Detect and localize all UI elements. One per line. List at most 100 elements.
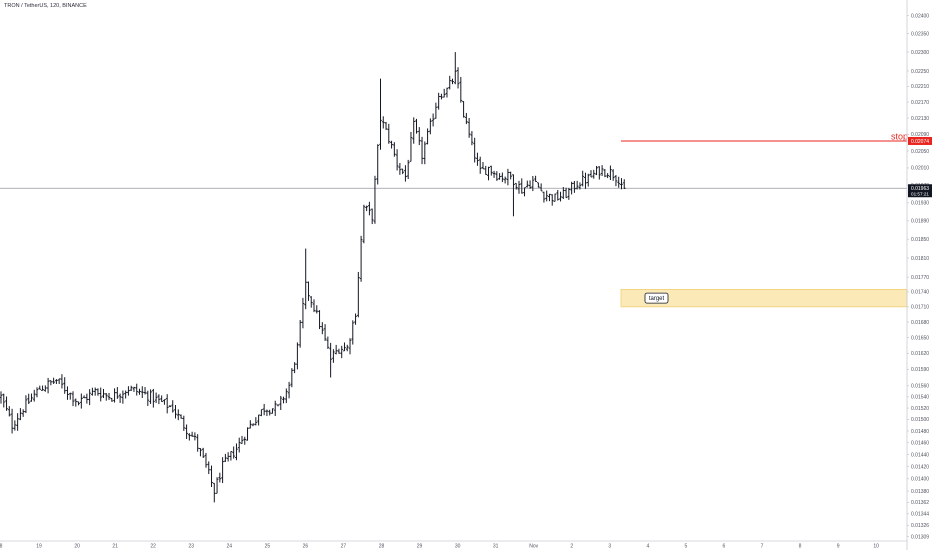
ohlc-bar (259, 409, 263, 417)
time-tick-label: 8 (0, 544, 3, 550)
ohlc-bar (420, 136, 424, 165)
price-tick-label: 0.01420 (911, 464, 929, 470)
price-tick-label: 0.01500 (911, 417, 929, 423)
price-tick-label: 0.02010 (911, 166, 929, 172)
ohlc-bars-group (0, 52, 626, 503)
ohlc-bar (401, 168, 405, 175)
ohlc-bar (409, 131, 413, 162)
ohlc-bar (282, 396, 285, 404)
ohlc-bar (459, 76, 463, 103)
ohlc-bar (196, 434, 200, 452)
ohlc-bar (74, 398, 78, 407)
ohlc-bar (307, 281, 310, 301)
ohlc-bar (448, 75, 452, 90)
ohlc-bar (212, 482, 216, 503)
ohlc-bar (276, 404, 280, 407)
ohlc-bar (337, 348, 341, 354)
ohlc-bar (91, 387, 94, 396)
ohlc-bar (257, 414, 261, 426)
ohlc-bar (32, 389, 36, 402)
ohlc-bar (548, 193, 551, 202)
ohlc-bar (10, 408, 14, 434)
ohlc-bar (362, 204, 366, 244)
ohlc-bar (464, 112, 468, 125)
ohlc-bar (381, 116, 385, 129)
time-tick-label: 5 (685, 544, 688, 550)
price-tick-label: 0.02090 (911, 132, 929, 138)
ohlc-bar (578, 182, 582, 190)
ohlc-bar (182, 415, 186, 431)
ohlc-bar (30, 393, 33, 402)
ohlc-bar (539, 183, 543, 192)
ohlc-bar (356, 271, 360, 318)
ohlc-bar (287, 381, 291, 399)
price-tick-label: 0.01520 (911, 406, 929, 412)
ohlc-bar (218, 472, 222, 483)
ohlc-bar (240, 435, 244, 444)
ohlc-bar (154, 392, 158, 403)
ohlc-bar (592, 169, 596, 179)
price-tick-label: 0.01380 (911, 489, 929, 495)
ohlc-bar (160, 395, 164, 402)
time-tick-label: 9 (837, 544, 840, 550)
ohlc-bar (135, 383, 139, 396)
ohlc-bar (470, 131, 474, 146)
time-tick-label: 19 (36, 544, 42, 550)
ohlc-bar (18, 408, 22, 421)
ohlc-bar (556, 189, 560, 201)
ohlc-bar (132, 386, 136, 392)
ohlc-bar (99, 387, 103, 402)
time-tick-label: 23 (188, 544, 194, 550)
ohlc-bar (273, 400, 277, 416)
stop-label: stop (891, 131, 908, 141)
price-tick-label: 0.01460 (911, 440, 929, 446)
ohlc-bar (617, 176, 621, 188)
time-tick-label: 27 (341, 544, 347, 550)
ohlc-bar (41, 385, 44, 391)
ohlc-bar (506, 168, 510, 186)
ohlc-bar (489, 165, 493, 176)
ohlc-bar (359, 235, 363, 282)
time-tick-label: 10 (873, 544, 879, 550)
ohlc-bar (589, 170, 593, 178)
price-tick-label: 0.01440 (911, 452, 929, 458)
ohlc-bar (210, 465, 213, 487)
ohlc-bar (564, 187, 568, 199)
time-tick-label: 31 (493, 544, 499, 550)
ohlc-bar (478, 156, 482, 174)
ohlc-bar (550, 194, 554, 206)
current-price-badge (908, 184, 932, 198)
ohlc-bar (7, 406, 11, 417)
ohlc-bar (43, 385, 47, 392)
ohlc-bar (453, 52, 457, 85)
stop-price-badge (908, 136, 932, 145)
ohlc-bar (500, 172, 504, 183)
time-tick-label: 4 (646, 544, 649, 550)
ohlc-bar (49, 380, 53, 386)
ohlc-bar (531, 175, 535, 192)
ohlc-bar (498, 173, 501, 180)
ohlc-bar (503, 176, 507, 184)
ohlc-bar (246, 427, 249, 441)
price-tick-label: 0.01650 (911, 335, 929, 341)
ohlc-bar (423, 141, 427, 165)
ohlc-bar (146, 390, 150, 407)
ohlc-bar (326, 336, 330, 349)
ohlc-bar (595, 165, 598, 176)
ohlc-bar (572, 180, 576, 193)
ohlc-bar (561, 187, 565, 199)
price-tick-label: 0.01400 (911, 477, 929, 483)
ohlc-bar (586, 173, 590, 187)
ohlc-bar (88, 389, 92, 406)
time-tick-label: 8 (799, 544, 802, 550)
ohlc-bar (373, 175, 377, 224)
ohlc-bar (304, 248, 308, 310)
time-tick-label: Nov (529, 544, 538, 550)
ohlc-bar (60, 374, 64, 389)
ohlc-bar (38, 385, 42, 390)
ohlc-bar (251, 423, 255, 427)
ohlc-bar (570, 181, 574, 195)
ohlc-bar (323, 324, 327, 341)
